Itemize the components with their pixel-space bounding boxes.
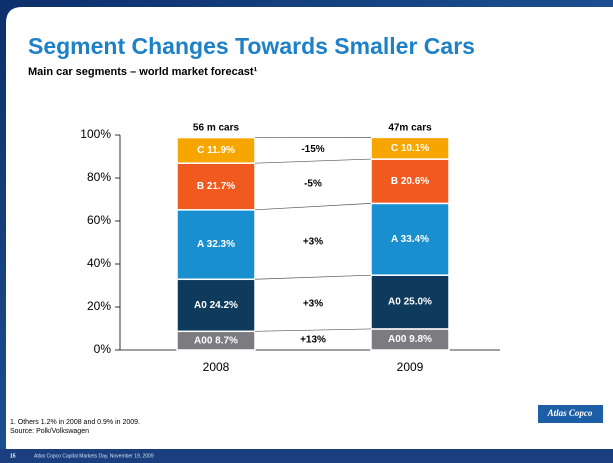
- value-label: A 33.4%: [391, 234, 429, 245]
- value-label: A 32.3%: [197, 239, 235, 250]
- bar-segment: [176, 162, 256, 211]
- value-label: C 10.1%: [391, 143, 429, 154]
- y-tick-label: 40%: [87, 256, 111, 270]
- footer-page: 15: [10, 453, 16, 459]
- connector: [254, 158, 372, 164]
- y-tick-label: 80%: [87, 170, 111, 184]
- source: Source: Polk/Volkswagen: [10, 428, 89, 435]
- y-tick-label: 60%: [87, 213, 111, 227]
- bar-segment: [176, 136, 256, 164]
- bar-segment: [176, 209, 256, 281]
- value-label: C 11.9%: [197, 145, 235, 156]
- total-label: 56 m cars: [193, 123, 240, 134]
- footer-text: Atlas Copco Capital Markets Day, Novembe…: [34, 453, 154, 459]
- y-tick-label: 100%: [80, 127, 111, 141]
- x-tick-label: 2009: [397, 360, 424, 374]
- value-label: B 21.7%: [197, 181, 235, 192]
- total-label: 47m cars: [388, 123, 432, 134]
- change-label: +3%: [303, 237, 323, 248]
- value-label: A0 24.2%: [194, 300, 238, 311]
- value-label: A00 9.8%: [388, 334, 432, 345]
- footer-bar: [0, 449, 613, 463]
- change-label: +13%: [300, 335, 326, 346]
- slide-body: [6, 7, 613, 449]
- x-tick-label: 2008: [203, 360, 230, 374]
- chart-title: Segment Changes Towards Smaller Cars: [28, 33, 475, 59]
- y-tick-label: 20%: [87, 299, 111, 313]
- value-label: A00 8.7%: [194, 335, 238, 346]
- bar-segment: [370, 136, 450, 160]
- change-label: -15%: [301, 144, 324, 155]
- footnote: 1. Others 1.2% in 2008 and 0.9% in 2009.: [10, 419, 140, 426]
- logo-box: [538, 405, 603, 423]
- connector: [254, 203, 372, 211]
- connector: [254, 328, 372, 332]
- chart-subtitle: Main car segments – world market forecas…: [28, 66, 258, 78]
- bar-segment: [370, 158, 450, 205]
- y-tick-label: 0%: [94, 342, 112, 356]
- change-label: +3%: [303, 298, 323, 309]
- logo: Atlas Copco: [547, 408, 593, 418]
- bar-segment: [176, 278, 256, 333]
- value-label: A0 25.0%: [388, 297, 432, 308]
- change-label: -5%: [304, 178, 322, 189]
- connector: [254, 274, 372, 280]
- value-label: B 20.6%: [391, 176, 429, 187]
